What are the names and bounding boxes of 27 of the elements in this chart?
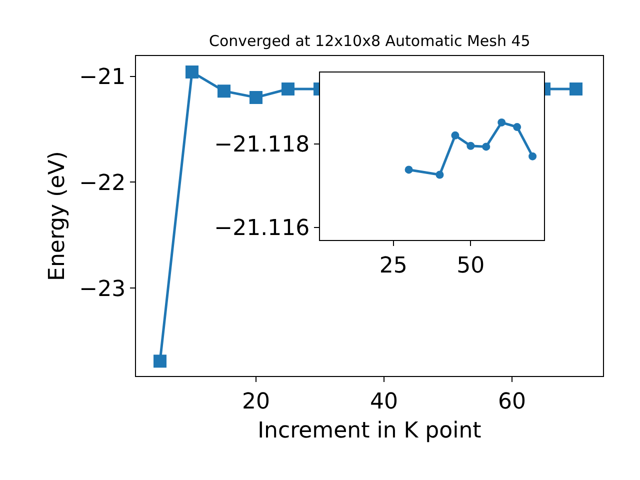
point [436,170,444,179]
point [186,66,198,79]
x-axis-title: Increment in K point [258,418,482,444]
y-tick-label: −21.116 [214,216,310,242]
y-tick-label: −22 [79,170,126,196]
x-tick-label: 40 [370,389,398,414]
point [404,166,413,174]
point [451,131,460,140]
x-tick-label: 20 [242,389,270,414]
point [218,84,230,98]
y-tick-label: −21 [79,64,126,90]
point [482,142,490,151]
x-tick-label: 60 [498,389,526,414]
point [528,152,537,160]
chart-title: Converged at 12x10x8 Automatic Mesh 45 [209,32,530,50]
point [154,354,166,368]
point [570,82,582,96]
y-tick-label: −23 [79,276,126,302]
point [466,142,475,150]
y-tick-label: −21.118 [214,132,310,158]
point [513,123,522,132]
x-tick-label: 50 [456,253,485,278]
point [282,82,294,96]
point [250,90,262,104]
x-tick-label: 25 [379,253,408,278]
point [498,118,506,126]
y-axis-title: Energy (eV) [44,151,70,281]
